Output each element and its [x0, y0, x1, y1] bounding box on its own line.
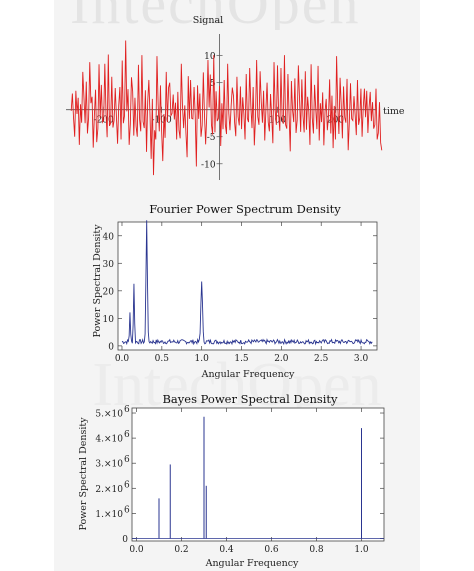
bayes-psd-ticks: 0.0 0.2 0.4 0.6 0.8 1.001.×10 62.×10 63.×10 64.×…	[95, 405, 384, 555]
signal-chart-xlabel: time	[383, 106, 405, 117]
bayes-psd-title: Bayes Power Spectral Density	[162, 392, 338, 406]
fourier-xtick-label: 0.5	[155, 354, 170, 364]
bayes-ytick-label: 1.×10	[95, 510, 123, 520]
signal-ytick-label: 5	[210, 79, 216, 89]
bayes-psd-spikes	[132, 416, 384, 539]
signal-chart-ylabel: Signal	[193, 15, 223, 26]
fourier-psd-series-line	[121, 220, 373, 346]
signal-xtick-label: 100	[269, 116, 286, 126]
bayes-ytick-label: 0	[122, 535, 128, 545]
bayes-xtick-label: 1.0	[354, 545, 369, 555]
fourier-psd-frame	[117, 221, 378, 351]
fourier-ytick-label: 0	[108, 342, 114, 352]
fourier-ytick-label: 40	[103, 232, 115, 242]
bayes-ytick-label: 3.×10	[95, 460, 123, 470]
bayes-xtick-label: 0.2	[174, 545, 188, 555]
fourier-xtick-label: 0.0	[115, 354, 130, 364]
watermark-top: IntechOpen	[70, 0, 410, 30]
signal-ytick-label: 10	[204, 52, 216, 62]
fourier-psd-ylabel: Power Spectral Density	[92, 224, 103, 338]
fourier-ytick-label: 30	[103, 260, 115, 270]
fourier-xtick-label: 2.5	[314, 354, 329, 364]
bayes-psd-ylabel: Power Spectral Density	[78, 417, 89, 531]
bayes-xtick-label: 0.0	[129, 545, 144, 555]
signal-ytick-label: -5	[207, 133, 216, 143]
bayes-ytick-exponent: 6	[124, 430, 130, 440]
fourier-xtick-label: 1.5	[234, 354, 249, 364]
bayes-ytick-label: 2.×10	[95, 485, 123, 495]
fourier-ytick-label: 20	[103, 287, 115, 297]
fourier-psd-ticks: 0.0 0.5 1.0 1.5 2.0 2.5 3.0 0 10 20 30 40	[103, 222, 377, 364]
fourier-psd-xlabel: Angular Frequency	[201, 369, 295, 380]
bayes-xtick-label: 0.4	[219, 545, 234, 555]
bayes-ytick-exponent: 6	[124, 455, 130, 465]
fourier-xtick-label: 3.0	[354, 354, 369, 364]
signal-ytick-label: -10	[201, 160, 216, 170]
bayes-psd-chart: Bayes Power Spectral Density Power Spect…	[78, 392, 385, 569]
fourier-ytick-label: 10	[103, 315, 115, 325]
fourier-xtick-label: 2.0	[274, 354, 289, 364]
signal-xtick-label: -200	[94, 116, 114, 126]
bayes-ytick-label: 4.×10	[95, 435, 123, 445]
bayes-psd-xlabel: Angular Frequency	[205, 558, 299, 569]
fourier-psd-chart: Fourier Power Spectrum Density Power Spe…	[92, 202, 378, 380]
signal-series-line	[70, 40, 383, 176]
bayes-psd-frame	[131, 407, 385, 542]
fourier-xtick-label: 1.0	[195, 354, 210, 364]
bayes-ytick-exponent: 6	[124, 480, 130, 490]
bayes-ytick-exponent: 6	[124, 505, 130, 515]
bayes-ytick-label: 5.×10	[95, 410, 123, 420]
bayes-xtick-label: 0.8	[309, 545, 324, 555]
bayes-xtick-label: 0.6	[264, 545, 279, 555]
fourier-psd-title: Fourier Power Spectrum Density	[149, 202, 341, 216]
bayes-ytick-exponent: 6	[124, 405, 130, 415]
